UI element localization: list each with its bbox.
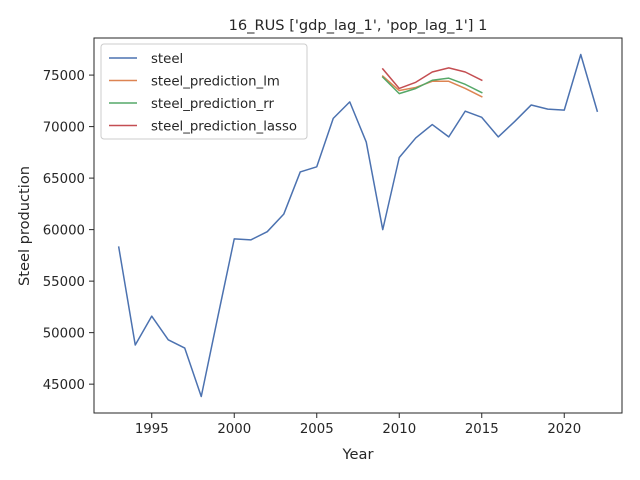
legend-label: steel_prediction_rr bbox=[151, 97, 274, 112]
series-line-steel-prediction-lm bbox=[381, 75, 483, 98]
y-tick-label: 70000 bbox=[43, 121, 85, 136]
y-tick-label: 50000 bbox=[43, 327, 85, 342]
legend-label: steel bbox=[151, 52, 183, 67]
legend-frame bbox=[100, 43, 308, 140]
x-tick-label: 1995 bbox=[135, 422, 169, 437]
legend-label: steel_prediction_lasso bbox=[151, 120, 297, 135]
legend-item: steel_prediction_rr bbox=[109, 97, 274, 112]
y-axis-ticks: 45000 50000 55000 60000 65000 70000 75000 bbox=[43, 69, 94, 393]
legend: steel steel_prediction_lm steel_prediction… bbox=[100, 43, 308, 140]
legend-item: steel_prediction_lasso bbox=[109, 120, 297, 135]
x-tick-label: 2020 bbox=[547, 422, 581, 437]
x-axis-label: Year bbox=[342, 446, 374, 463]
series-line-steel-prediction-rr bbox=[381, 76, 483, 95]
x-tick-label: 2000 bbox=[217, 422, 251, 437]
chart-title: 16_RUS ['gdp_lag_1', 'pop_lag_1'] 1 bbox=[229, 17, 488, 34]
legend-item: steel bbox=[109, 52, 183, 67]
series-layer bbox=[117, 53, 599, 398]
x-tick-label: 2010 bbox=[382, 422, 416, 437]
y-tick-label: 65000 bbox=[43, 172, 85, 187]
series-line-steel-prediction-lasso bbox=[381, 67, 483, 90]
y-tick-label: 75000 bbox=[43, 69, 85, 84]
y-tick-label: 55000 bbox=[43, 275, 85, 290]
series-line-steel bbox=[117, 53, 599, 398]
legend-item: steel_prediction_lm bbox=[109, 75, 280, 90]
legend-label: steel_prediction_lm bbox=[151, 75, 280, 90]
y-axis-label: Steel production bbox=[16, 166, 33, 286]
y-tick-label: 60000 bbox=[43, 224, 85, 239]
x-tick-label: 2005 bbox=[300, 422, 334, 437]
plot-frame bbox=[93, 37, 623, 414]
x-tick-label: 2015 bbox=[465, 422, 499, 437]
y-tick-label: 45000 bbox=[43, 378, 85, 393]
x-axis-ticks: 1995 2000 2005 2010 2015 2020 bbox=[135, 413, 581, 437]
